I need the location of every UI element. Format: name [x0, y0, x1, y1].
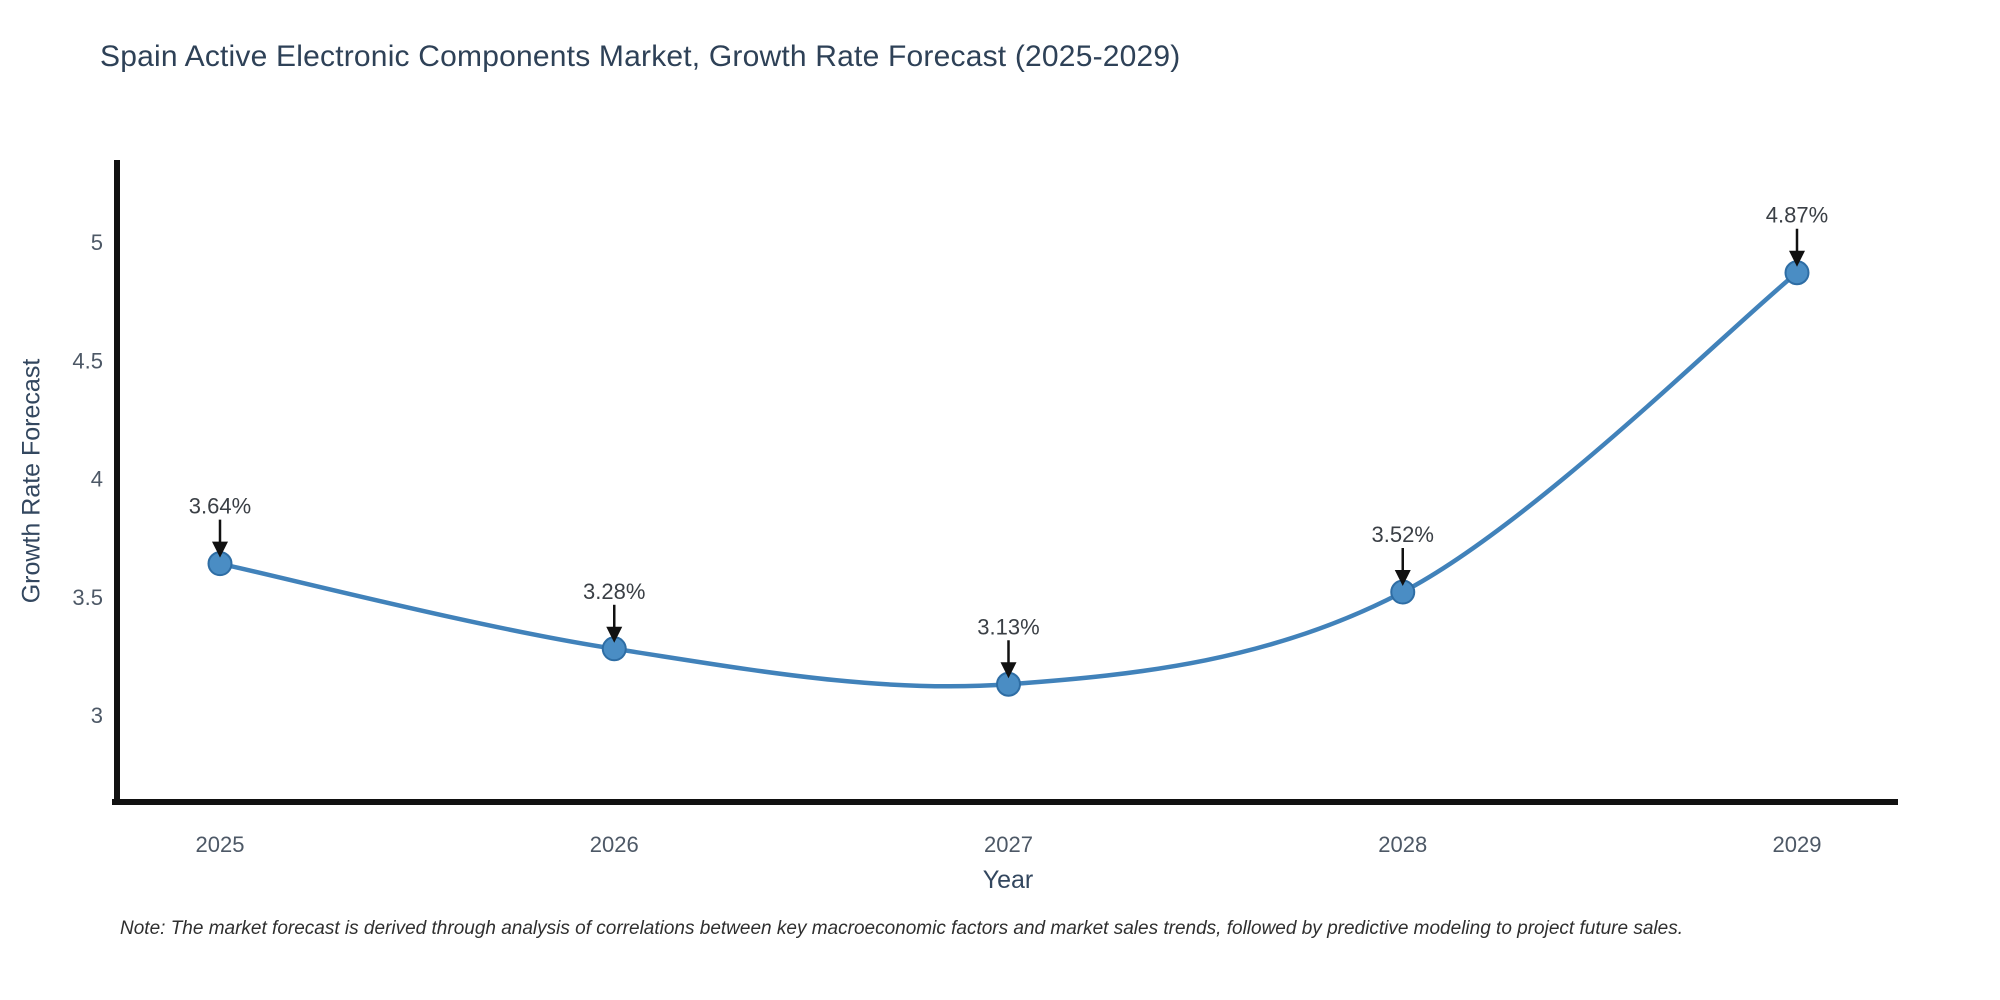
x-tick-label: 2027	[984, 832, 1033, 857]
annotation-arrowhead-icon	[1394, 570, 1411, 587]
y-tick-label: 4	[91, 467, 103, 492]
y-tick-label: 3	[91, 703, 103, 728]
x-tick-label: 2025	[196, 832, 245, 857]
annotation-arrowhead-icon	[1000, 662, 1017, 679]
data-point-label: 3.52%	[1372, 522, 1434, 547]
x-axis-title: Year	[982, 866, 1034, 894]
y-tick-label: 5	[91, 230, 103, 255]
x-tick-label: 2026	[590, 832, 639, 857]
y-axis-title: Growth Rate Forecast	[17, 358, 46, 604]
annotation-arrowhead-icon	[212, 541, 228, 558]
y-tick-label: 4.5	[72, 348, 103, 373]
data-point-label: 4.87%	[1766, 203, 1828, 228]
x-tick-label: 2028	[1378, 832, 1427, 857]
data-point-label: 3.64%	[189, 494, 251, 519]
y-tick-label: 3.5	[72, 585, 103, 610]
data-point-label: 3.28%	[583, 579, 645, 604]
annotation-arrowhead-icon	[1789, 250, 1805, 267]
data-point-label: 3.13%	[977, 614, 1039, 639]
annotation-arrowhead-icon	[606, 626, 623, 643]
chart-title: Spain Active Electronic Components Marke…	[100, 40, 1181, 73]
x-tick-label: 2029	[1773, 832, 1822, 857]
footnote: Note: The market forecast is derived thr…	[120, 918, 1683, 939]
